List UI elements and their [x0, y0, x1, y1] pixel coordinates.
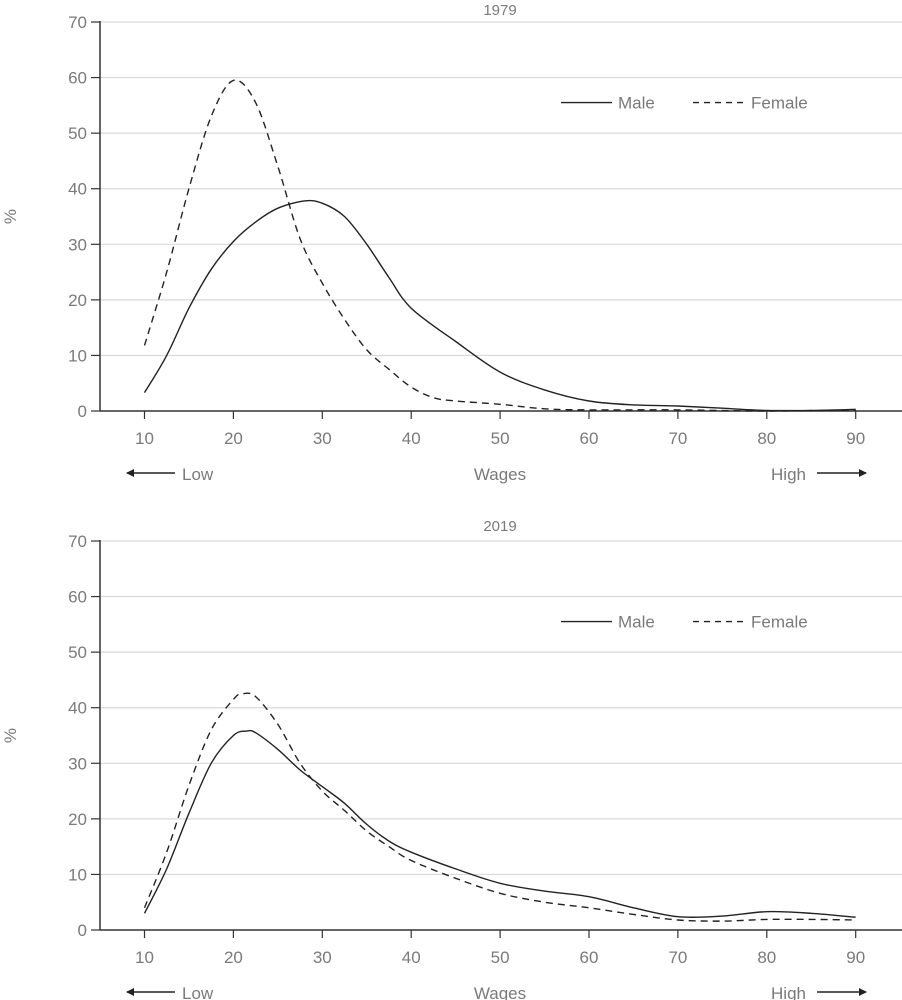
- series-line-male: [143, 729, 856, 919]
- x-tick-label: 70: [668, 948, 687, 967]
- legend-label-female: Female: [751, 613, 808, 632]
- x-tick-label: 90: [846, 429, 865, 448]
- x-axis-label: Wages: [474, 465, 526, 484]
- x-tick-label: 40: [402, 429, 421, 448]
- y-axis-label: %: [1, 209, 20, 224]
- series-line-female: [143, 692, 856, 922]
- x-tick-label: 60: [580, 429, 599, 448]
- x-tick-label: 60: [580, 948, 599, 967]
- series-line-male: [143, 199, 856, 412]
- y-tick-label: 50: [68, 643, 87, 662]
- y-axis-label: %: [1, 728, 20, 743]
- x-tick-label: 80: [757, 429, 776, 448]
- y-tick-label: 50: [68, 124, 87, 143]
- legend-label-male: Male: [618, 613, 655, 632]
- x-high-label: High: [771, 984, 806, 1000]
- y-tick-label: 30: [68, 754, 87, 773]
- y-tick-label: 70: [68, 532, 87, 551]
- y-tick-label: 40: [68, 180, 87, 199]
- x-low-label: Low: [182, 984, 214, 1000]
- x-axis-label: Wages: [474, 984, 526, 1000]
- x-tick-label: 40: [402, 948, 421, 967]
- y-tick-label: 10: [68, 346, 87, 365]
- x-low-label: Low: [182, 465, 214, 484]
- y-tick-label: 10: [68, 865, 87, 884]
- y-tick-label: 60: [68, 588, 87, 607]
- y-tick-label: 70: [68, 13, 87, 32]
- x-tick-label: 10: [135, 429, 154, 448]
- x-tick-label: 10: [135, 948, 154, 967]
- y-tick-label: 0: [78, 402, 87, 421]
- y-tick-label: 20: [68, 810, 87, 829]
- chart-panel-2019: 2019 0 10 20 30 40 50 60 70 10 20 30 40 50 60 70 80 90% Wa…: [1, 518, 902, 1000]
- x-high-label: High: [771, 465, 806, 484]
- y-tick-label: 30: [68, 235, 87, 254]
- legend-label-male: Male: [618, 94, 655, 113]
- x-tick-label: 50: [491, 429, 510, 448]
- x-tick-label: 80: [757, 948, 776, 967]
- x-tick-label: 30: [313, 429, 332, 448]
- y-tick-label: 20: [68, 291, 87, 310]
- x-tick-label: 90: [846, 948, 865, 967]
- y-tick-label: 60: [68, 69, 87, 88]
- chart-panel-1979: 1979 0 10 20 30 40 50 60 70 10 20 30 40 50 60 70 80 90% Wa…: [1, 2, 902, 484]
- series-line-female: [143, 79, 856, 412]
- chart-title: 1979: [483, 2, 516, 19]
- x-tick-label: 20: [224, 429, 243, 448]
- x-tick-label: 50: [491, 948, 510, 967]
- x-tick-label: 20: [224, 948, 243, 967]
- legend-label-female: Female: [751, 94, 808, 113]
- y-tick-label: 0: [78, 921, 87, 940]
- chart-title: 2019: [483, 518, 516, 535]
- x-tick-label: 30: [313, 948, 332, 967]
- y-tick-label: 40: [68, 699, 87, 718]
- x-tick-label: 70: [668, 429, 687, 448]
